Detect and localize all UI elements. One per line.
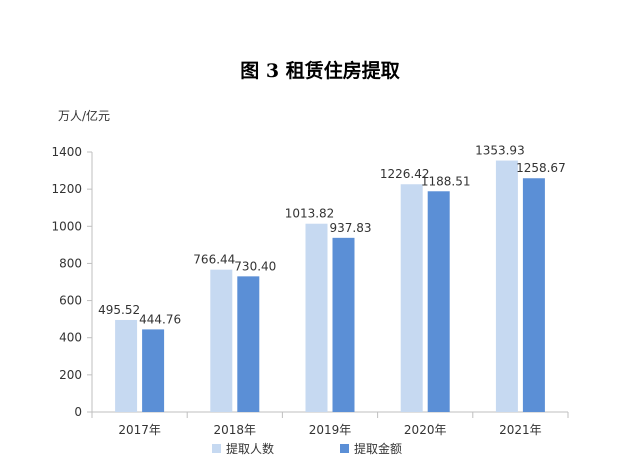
- bar-amount: [522, 178, 545, 412]
- y-tick-label: 200: [59, 368, 82, 382]
- data-label: 937.83: [330, 221, 372, 235]
- legend-swatch: [212, 444, 221, 453]
- x-tick-label: 2018年: [214, 423, 257, 437]
- data-label: 1226.42: [380, 167, 430, 181]
- chart-title: 图 3 租赁住房提取: [240, 59, 399, 82]
- bar-count: [400, 184, 423, 412]
- bar-count: [210, 269, 233, 412]
- bar-count: [495, 160, 518, 412]
- bar-count: [305, 223, 328, 412]
- bar-amount: [237, 276, 260, 412]
- bar-amount: [332, 237, 355, 412]
- bars: [115, 160, 545, 412]
- x-tick-label: 2021年: [499, 423, 542, 437]
- bar-amount: [142, 329, 165, 412]
- y-tick-label: 600: [59, 294, 82, 308]
- data-label: 1188.51: [421, 174, 471, 188]
- legend-swatch: [340, 444, 349, 453]
- data-label: 444.76: [139, 312, 181, 326]
- y-tick-label: 0: [74, 405, 82, 419]
- legend-entry: 提取金额: [354, 441, 402, 456]
- x-axis: 2017年 2018年 2019年 2020年 2021年: [91, 411, 569, 437]
- data-label: 1013.82: [285, 207, 335, 221]
- legend-entry: 提取人数: [226, 441, 274, 456]
- x-tick-label: 2019年: [309, 423, 352, 437]
- data-label: 1258.67: [516, 161, 566, 175]
- data-label: 766.44: [193, 253, 235, 267]
- x-tick-label: 2017年: [118, 423, 161, 437]
- y-tick-label: 800: [59, 256, 82, 270]
- y-tick-label: 1200: [51, 182, 82, 196]
- legend: 提取人数 提取金额: [212, 441, 402, 456]
- x-tick-label: 2020年: [404, 423, 447, 437]
- data-label: 730.40: [234, 259, 276, 273]
- y-axis: 0 200 400 600 800 1000 1200 1400: [51, 145, 93, 419]
- data-label: 495.52: [98, 303, 140, 317]
- y-tick-label: 1000: [51, 219, 82, 233]
- y-tick-label: 1400: [51, 145, 82, 159]
- bar-amount: [427, 191, 450, 412]
- data-label: 1353.93: [475, 144, 525, 158]
- y-tick-label: 400: [59, 331, 82, 345]
- bar-count: [115, 319, 138, 412]
- unit-label: 万人/亿元: [58, 108, 110, 123]
